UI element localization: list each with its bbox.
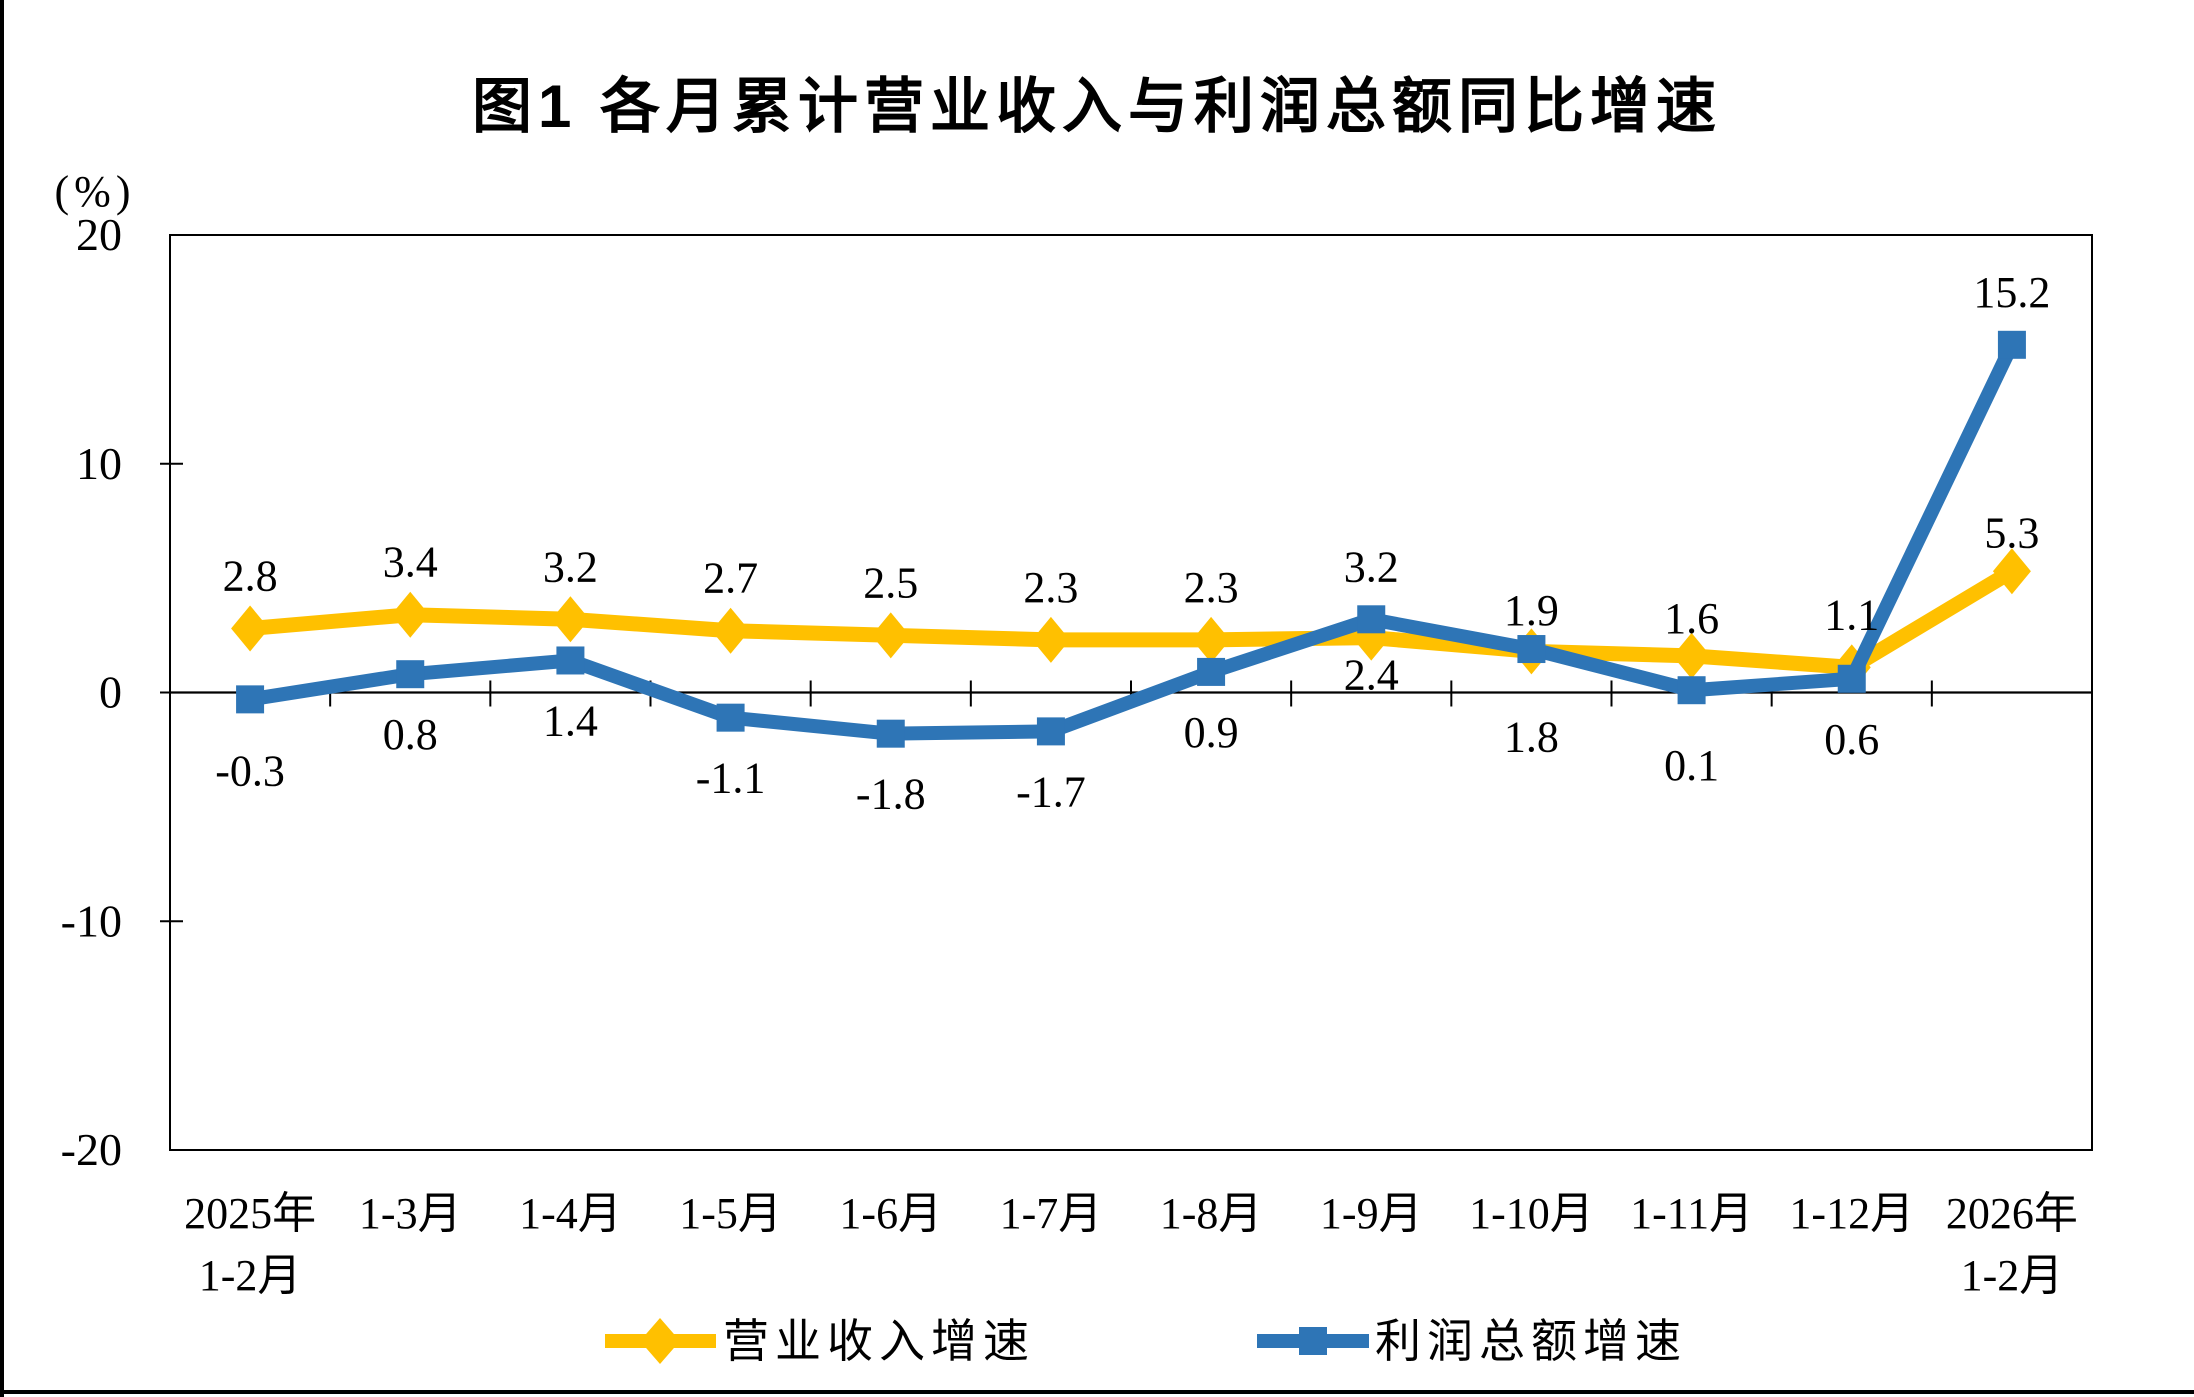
series-layer [231,330,2031,748]
data-label: 2.4 [1344,651,1399,700]
data-label: 2.7 [703,554,758,603]
square-marker-icon [1197,657,1226,686]
data-label: 3.2 [543,542,598,591]
diamond-marker-icon [871,612,910,659]
data-label: 1.8 [1504,712,1559,761]
data-labels-layer: 2.8 3.4 3.2 2.7 2.5 2.3 2.3 2.4 1.8 1.6 1.1 5.3 -0.3… [215,268,2050,819]
y-tick-label: 20 [76,209,122,260]
x-category-label: 1-8月 [1160,1189,1263,1238]
square-marker-icon [1517,635,1546,664]
x-category-label: 1-11月 [1630,1189,1753,1238]
legend-item-revenue: 营业收入增速 [605,1316,1035,1367]
data-label: 1.4 [543,696,598,745]
y-tick-label: 0 [99,667,122,718]
x-category-label: 2025年 [184,1189,316,1238]
y-axis: 20 10 0 -10 -20 [61,209,2092,1175]
data-label: -1.7 [1016,767,1086,816]
y-tick-label: 10 [76,438,122,489]
diamond-marker-icon [551,596,590,643]
data-label: 0.9 [1184,708,1239,757]
data-label: 0.8 [383,710,438,759]
square-marker-icon [1357,605,1386,634]
data-label: 2.8 [223,551,278,600]
legend-item-profit: 利润总额增速 [1257,1316,1687,1367]
legend-label-revenue: 营业收入增速 [723,1316,1035,1367]
data-label: 1.9 [1504,586,1559,635]
x-category-label: 1-6月 [839,1189,942,1238]
data-label: 15.2 [1973,268,2050,317]
y-axis-unit-label: (%) [55,167,136,216]
data-label: 0.6 [1824,715,1879,764]
square-marker-icon [1677,676,1706,705]
square-marker-icon [1997,330,2026,359]
data-label: 5.3 [1984,508,2039,557]
diamond-marker-icon [1992,548,2031,595]
diamond-marker-icon [1031,616,1070,663]
x-category-label: 1-4月 [519,1189,622,1238]
square-marker-icon [1837,664,1866,693]
data-label: -1.8 [856,770,926,819]
x-category-label: 1-10月 [1469,1189,1594,1238]
data-label: -0.3 [215,746,285,795]
square-marker-icon [396,660,425,689]
x-category-label: 2026年 [1946,1189,2078,1238]
data-label: 1.6 [1664,594,1719,643]
x-category-label: 1-5月 [679,1189,782,1238]
legend-label-profit: 利润总额增速 [1375,1316,1687,1367]
data-label: 0.1 [1664,741,1719,790]
series-line-profit [243,337,2019,741]
diamond-marker-icon [391,591,430,638]
series-line-revenue [242,563,2020,675]
data-label: 3.2 [1344,542,1399,591]
data-label: 2.3 [1184,563,1239,612]
x-category-label: 1-3月 [359,1189,462,1238]
diamond-marker-icon [711,607,750,654]
square-marker-icon [876,719,905,748]
legend: 营业收入增速 利润总额增速 [605,1316,1687,1367]
x-category-label: 1-12月 [1789,1189,1914,1238]
square-marker-icon [556,646,585,675]
y-tick-label: -20 [61,1124,122,1175]
x-category-label: 1-2月 [199,1251,302,1300]
square-marker-icon [1036,717,1065,746]
y-tick-label: -10 [61,895,122,946]
diamond-marker-icon [1672,632,1711,679]
data-label: 2.5 [863,558,918,607]
square-marker-icon [1299,1327,1327,1355]
chart-title: 图1 各月累计营业收入与利润总额同比增速 [472,73,1722,140]
data-label: 3.4 [383,538,438,587]
diamond-marker-icon [640,1318,680,1364]
x-category-label: 1-7月 [1000,1189,1103,1238]
data-label: 2.3 [1023,563,1078,612]
data-label: 1.1 [1824,590,1879,639]
data-label: -1.1 [696,754,766,803]
square-marker-icon [716,703,745,732]
square-marker-icon [236,685,265,714]
x-category-label: 1-2月 [1961,1251,2064,1300]
x-axis: 2025年 1-2月 1-3月 1-4月 1-5月 1-6月 1-7月 1-8月 1-9月 1-1… [184,680,2078,1300]
x-category-label: 1-9月 [1320,1189,1423,1238]
diamond-marker-icon [231,605,270,652]
diamond-marker-icon [1192,616,1231,663]
